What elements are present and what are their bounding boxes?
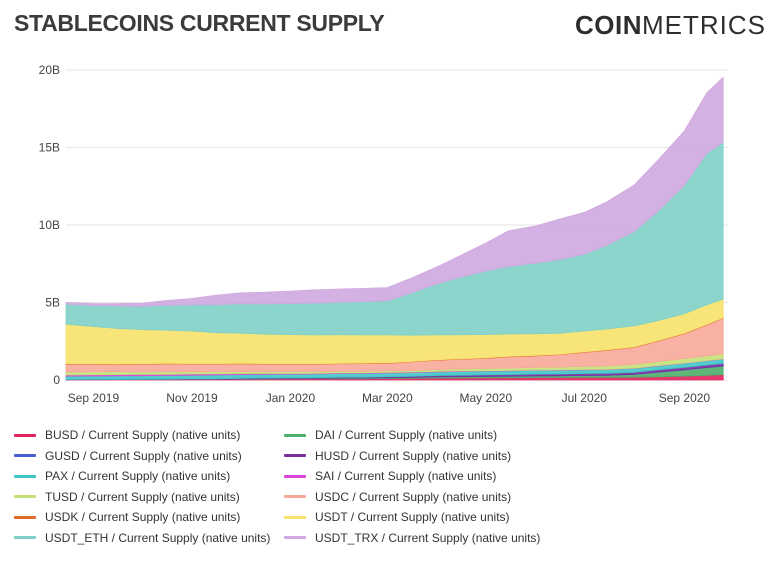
legend-swatch [284, 433, 306, 437]
legend-swatch [14, 515, 36, 519]
legend-label: SAI / Current Supply (native units) [315, 469, 497, 483]
legend-swatch [14, 454, 36, 457]
legend-item[interactable]: DAI / Current Supply (native units) [284, 428, 497, 442]
brand-logo-strong: COIN [575, 10, 642, 40]
series-area-10 [65, 141, 724, 336]
legend-swatch [14, 536, 36, 539]
brand-logo: COINMETRICS [575, 10, 766, 41]
legend-item[interactable]: USDT_TRX / Current Supply (native units) [284, 531, 540, 545]
legend-item[interactable]: USDT / Current Supply (native units) [284, 510, 510, 524]
y-tick-label: 15B [39, 141, 60, 155]
legend-swatch [284, 515, 306, 519]
x-tick-label: Sep 2019 [68, 391, 120, 405]
legend-label: DAI / Current Supply (native units) [315, 428, 498, 442]
legend-swatch [14, 474, 36, 478]
x-tick-label: Nov 2019 [166, 391, 218, 405]
legend-item[interactable]: SAI / Current Supply (native units) [284, 469, 496, 483]
legend-item[interactable]: GUSD / Current Supply (native units) [14, 449, 242, 463]
x-tick-label: Jan 2020 [266, 391, 316, 405]
legend-label: BUSD / Current Supply (native units) [45, 428, 241, 442]
chart-title: STABLECOINS CURRENT SUPPLY [14, 10, 385, 36]
y-axis-ticks: 0 5B 10B 15B 20B [39, 63, 61, 387]
legend-item[interactable]: BUSD / Current Supply (native units) [14, 428, 240, 442]
legend-item[interactable]: PAX / Current Supply (native units) [14, 469, 230, 483]
legend-swatch [14, 495, 36, 498]
legend-label: USDC / Current Supply (native units) [315, 489, 512, 504]
legend-item[interactable]: USDK / Current Supply (native units) [14, 510, 240, 524]
legend-label: PAX / Current Supply (native units) [45, 469, 231, 483]
x-tick-label: Jul 2020 [562, 391, 608, 405]
x-axis-ticks: Sep 2019 Nov 2019 Jan 2020 Mar 2020 May 2020… [68, 391, 711, 405]
legend-item[interactable]: TUSD / Current Supply (native units) [14, 490, 240, 504]
legend-label: HUSD / Current Supply (native units) [315, 448, 512, 463]
y-tick-label: 5B [45, 296, 60, 310]
legend-item[interactable]: USDC / Current Supply (native units) [284, 490, 511, 504]
y-tick-label: 0 [53, 373, 60, 387]
x-tick-label: Sep 2020 [659, 391, 711, 405]
legend-label: GUSD / Current Supply (native units) [45, 448, 242, 463]
legend-label: USDK / Current Supply (native units) [45, 510, 241, 524]
x-tick-label: Mar 2020 [362, 391, 413, 405]
legend-item[interactable]: HUSD / Current Supply (native units) [284, 449, 511, 463]
legend-label: TUSD / Current Supply (native units) [45, 489, 240, 504]
legend-swatch [284, 454, 306, 457]
legend-swatch [284, 536, 306, 539]
brand-logo-light: METRICS [642, 10, 766, 40]
legend-swatch [14, 433, 36, 437]
legend-label: USDT_TRX / Current Supply (native units) [315, 530, 541, 545]
stacked-area-chart: 0 5B 10B 15B 20B Sep 2019 Nov 2019 Jan 2020 Mar… [39, 63, 728, 405]
legend-swatch [284, 495, 306, 498]
legend-item[interactable]: USDT_ETH / Current Supply (native units) [14, 531, 270, 545]
legend-swatch [284, 474, 306, 478]
x-tick-label: May 2020 [459, 391, 512, 405]
series-area-11 [65, 76, 724, 307]
legend-label: USDT / Current Supply (native units) [315, 510, 510, 524]
legend-label: USDT_ETH / Current Supply (native units) [45, 530, 271, 545]
y-tick-label: 20B [39, 63, 60, 77]
y-tick-label: 10B [39, 218, 60, 232]
series-areas [65, 76, 724, 381]
